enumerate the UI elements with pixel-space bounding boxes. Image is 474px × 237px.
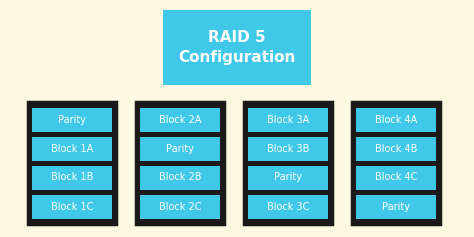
FancyBboxPatch shape (248, 137, 328, 160)
FancyBboxPatch shape (32, 137, 112, 160)
FancyBboxPatch shape (140, 195, 220, 219)
FancyBboxPatch shape (244, 102, 332, 224)
Text: Block 4A: Block 4A (375, 114, 417, 124)
Text: Block 3B: Block 3B (267, 143, 309, 154)
FancyBboxPatch shape (248, 108, 328, 132)
FancyBboxPatch shape (136, 102, 224, 224)
Text: Block 4B: Block 4B (375, 143, 417, 154)
FancyBboxPatch shape (248, 195, 328, 219)
FancyBboxPatch shape (356, 195, 436, 219)
Text: RAID 5
Configuration: RAID 5 Configuration (178, 30, 296, 65)
Text: Parity: Parity (274, 173, 302, 182)
Text: Parity: Parity (166, 143, 194, 154)
Text: Block 1A: Block 1A (51, 143, 93, 154)
Text: Block 1B: Block 1B (51, 173, 93, 182)
FancyBboxPatch shape (28, 102, 116, 224)
FancyBboxPatch shape (356, 137, 436, 160)
FancyBboxPatch shape (356, 165, 436, 190)
Text: Block 4C: Block 4C (375, 173, 417, 182)
Text: Block 2C: Block 2C (159, 201, 201, 211)
FancyBboxPatch shape (140, 137, 220, 160)
Text: Block 3A: Block 3A (267, 114, 309, 124)
FancyBboxPatch shape (248, 165, 328, 190)
FancyBboxPatch shape (356, 108, 436, 132)
FancyBboxPatch shape (32, 108, 112, 132)
Text: Block 2B: Block 2B (159, 173, 201, 182)
Text: Block 2A: Block 2A (159, 114, 201, 124)
Text: Parity: Parity (58, 114, 86, 124)
Text: Block 3C: Block 3C (267, 201, 309, 211)
FancyBboxPatch shape (140, 165, 220, 190)
FancyBboxPatch shape (140, 108, 220, 132)
FancyBboxPatch shape (32, 165, 112, 190)
FancyBboxPatch shape (32, 195, 112, 219)
FancyBboxPatch shape (352, 102, 440, 224)
Text: Parity: Parity (382, 201, 410, 211)
FancyBboxPatch shape (163, 10, 311, 85)
Text: Block 1C: Block 1C (51, 201, 93, 211)
